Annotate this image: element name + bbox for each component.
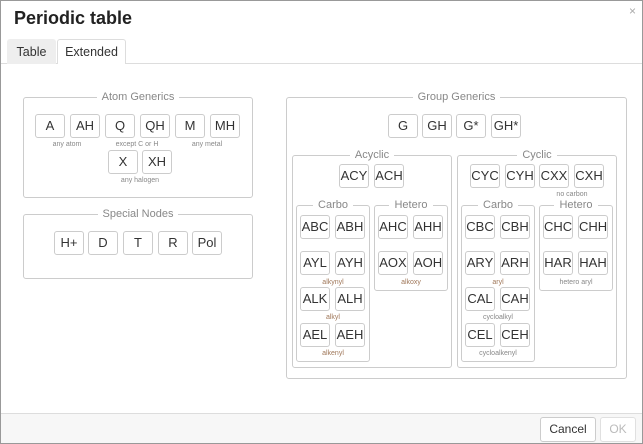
group-button-ael[interactable]: AEL bbox=[300, 323, 330, 347]
caption: no carbon bbox=[556, 191, 588, 198]
caption: aryl bbox=[492, 279, 504, 286]
group-button-chc[interactable]: CHC bbox=[543, 215, 573, 239]
group-button-chh[interactable]: CHH bbox=[578, 215, 608, 239]
group-button-cxh[interactable]: CXH bbox=[574, 164, 604, 188]
caption: any metal bbox=[191, 141, 223, 148]
atom-button-m[interactable]: M bbox=[175, 114, 205, 138]
group-button-aox[interactable]: AOX bbox=[378, 251, 408, 275]
dialog-footer bbox=[1, 413, 642, 443]
group-button-cal[interactable]: CAL bbox=[465, 287, 495, 311]
cyclic-hetero-group: Hetero bbox=[539, 199, 613, 291]
acyclic-hetero-group: Hetero bbox=[374, 199, 448, 291]
cyclic-carbo-legend: Carbo bbox=[478, 199, 518, 211]
caption: except C or H bbox=[115, 141, 159, 148]
group-generics-group: Group Generics bbox=[286, 91, 627, 379]
caption: alkynyl bbox=[322, 279, 344, 286]
special-nodes-group: Special Nodes bbox=[23, 208, 253, 279]
atom-button-q[interactable]: Q bbox=[105, 114, 135, 138]
special-button-t[interactable]: T bbox=[123, 231, 153, 255]
dialog-title: Periodic table bbox=[14, 8, 133, 28]
ok-button[interactable]: OK bbox=[600, 417, 636, 442]
acyclic-legend: Acyclic bbox=[349, 149, 395, 161]
caption: cycloalkyl bbox=[483, 314, 513, 321]
tab-table[interactable]: Table bbox=[7, 39, 56, 64]
cyclic-legend: Cyclic bbox=[517, 149, 557, 161]
group-button-g-star[interactable]: G* bbox=[456, 114, 486, 138]
atom-button-xh[interactable]: XH bbox=[142, 150, 172, 174]
group-button-cah[interactable]: CAH bbox=[500, 287, 530, 311]
atom-button-a[interactable]: A bbox=[35, 114, 65, 138]
group-button-ceh[interactable]: CEH bbox=[500, 323, 530, 347]
group-button-cyh[interactable]: CYH bbox=[505, 164, 535, 188]
atom-button-x[interactable]: X bbox=[108, 150, 138, 174]
atom-button-qh[interactable]: QH bbox=[140, 114, 170, 138]
tab-divider bbox=[1, 63, 642, 64]
acyclic-carbo-legend: Carbo bbox=[313, 199, 353, 211]
group-button-abc[interactable]: ABC bbox=[300, 215, 330, 239]
group-button-abh[interactable]: ABH bbox=[335, 215, 365, 239]
caption: alkenyl bbox=[322, 350, 344, 357]
group-button-ary[interactable]: ARY bbox=[465, 251, 495, 275]
caption: any atom bbox=[52, 141, 82, 148]
group-button-ahc[interactable]: AHC bbox=[378, 215, 408, 239]
special-button-r[interactable]: R bbox=[158, 231, 188, 255]
group-button-hah[interactable]: HAH bbox=[578, 251, 608, 275]
group-button-g[interactable]: G bbox=[388, 114, 418, 138]
group-button-cyc[interactable]: CYC bbox=[470, 164, 500, 188]
cyclic-hetero-legend: Hetero bbox=[554, 199, 598, 211]
atom-generics-group: Atom Generics bbox=[23, 91, 253, 198]
atom-button-ah[interactable]: AH bbox=[70, 114, 100, 138]
group-button-aeh[interactable]: AEH bbox=[335, 323, 365, 347]
caption: hetero aryl bbox=[559, 279, 593, 286]
group-button-ahh[interactable]: AHH bbox=[413, 215, 443, 239]
atom-button-mh[interactable]: MH bbox=[210, 114, 240, 138]
group-button-arh[interactable]: ARH bbox=[500, 251, 530, 275]
group-button-cxx[interactable]: CXX bbox=[539, 164, 569, 188]
group-generics-legend: Group Generics bbox=[412, 91, 501, 103]
group-button-cel[interactable]: CEL bbox=[465, 323, 495, 347]
group-button-alk[interactable]: ALK bbox=[300, 287, 330, 311]
caption: any halogen bbox=[120, 177, 160, 184]
special-button-h-plus[interactable]: H+ bbox=[54, 231, 84, 255]
caption: alkyl bbox=[325, 314, 340, 321]
group-button-ayl[interactable]: AYL bbox=[300, 251, 330, 275]
group-button-cbc[interactable]: CBC bbox=[465, 215, 495, 239]
caption: cycloalkenyl bbox=[479, 350, 517, 357]
cyclic-group: Cyclic bbox=[457, 149, 617, 368]
group-button-gh-star[interactable]: GH* bbox=[491, 114, 521, 138]
special-button-d[interactable]: D bbox=[88, 231, 118, 255]
caption: alkoxy bbox=[401, 279, 421, 286]
group-button-aoh[interactable]: AOH bbox=[413, 251, 443, 275]
acyclic-carbo-group: Carbo bbox=[296, 199, 370, 362]
cancel-button[interactable]: Cancel bbox=[540, 417, 596, 442]
group-button-ach[interactable]: ACH bbox=[374, 164, 404, 188]
group-button-har[interactable]: HAR bbox=[543, 251, 573, 275]
special-button-pol[interactable]: Pol bbox=[192, 231, 222, 255]
group-button-acy[interactable]: ACY bbox=[339, 164, 369, 188]
group-button-cbh[interactable]: CBH bbox=[500, 215, 530, 239]
group-button-alh[interactable]: ALH bbox=[335, 287, 365, 311]
acyclic-group: Acyclic bbox=[292, 149, 452, 368]
tab-extended[interactable]: Extended bbox=[57, 39, 126, 64]
group-button-gh[interactable]: GH bbox=[422, 114, 452, 138]
acyclic-hetero-legend: Hetero bbox=[389, 199, 433, 211]
cyclic-carbo-group: Carbo bbox=[461, 199, 535, 362]
atom-generics-legend: Atom Generics bbox=[96, 91, 180, 103]
special-nodes-legend: Special Nodes bbox=[97, 208, 179, 220]
close-icon[interactable]: × bbox=[629, 4, 637, 18]
group-button-ayh[interactable]: AYH bbox=[335, 251, 365, 275]
